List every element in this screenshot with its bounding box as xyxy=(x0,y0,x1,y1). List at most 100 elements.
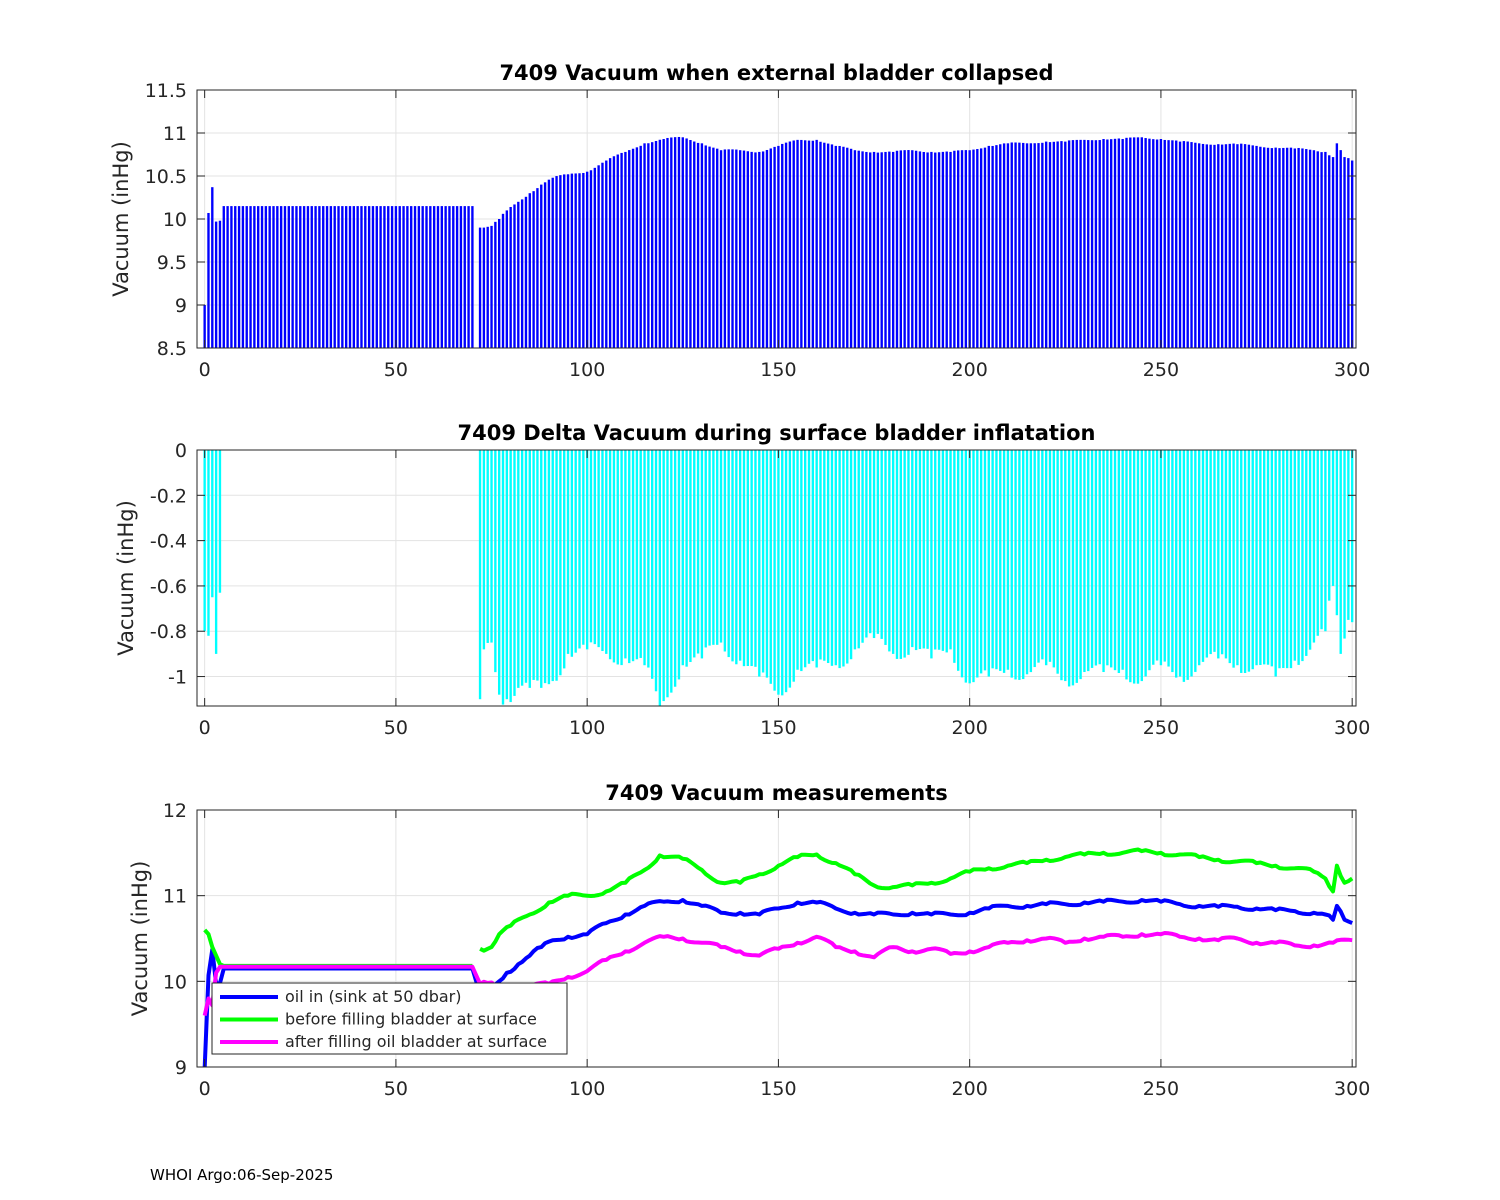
bar xyxy=(337,206,340,348)
bar xyxy=(352,206,356,348)
bar xyxy=(329,206,333,348)
bar xyxy=(593,167,596,348)
bar xyxy=(888,151,891,348)
bar xyxy=(593,450,596,645)
bar xyxy=(207,450,210,636)
bar xyxy=(387,206,390,348)
bar xyxy=(1209,450,1212,655)
axes-box xyxy=(196,809,1357,1068)
bar xyxy=(1178,141,1182,348)
bar xyxy=(972,450,975,683)
legend-entry: oil in (sink at 50 dbar) xyxy=(285,987,462,1006)
bar xyxy=(1335,450,1339,616)
bar xyxy=(1140,450,1143,682)
bar xyxy=(1339,150,1342,348)
bar xyxy=(1305,149,1308,348)
bar xyxy=(555,176,558,348)
bar xyxy=(800,139,803,348)
bar xyxy=(501,450,505,705)
y-tick-label: -0.6 xyxy=(150,576,187,598)
bar xyxy=(1098,450,1101,665)
bar xyxy=(1025,143,1029,348)
bar xyxy=(471,206,474,348)
bar xyxy=(689,140,692,348)
bar xyxy=(344,206,348,348)
bar xyxy=(1278,450,1281,669)
bar xyxy=(1285,450,1289,669)
bar xyxy=(1289,450,1293,669)
bar xyxy=(792,140,795,348)
bar xyxy=(547,450,551,685)
bar xyxy=(214,221,218,348)
bar xyxy=(585,171,589,348)
bar xyxy=(1263,147,1266,348)
bar xyxy=(964,450,968,683)
bar xyxy=(551,450,554,682)
bar xyxy=(448,206,451,348)
bar xyxy=(1190,142,1193,348)
bar xyxy=(853,450,857,650)
bar xyxy=(1194,450,1197,672)
bar xyxy=(1350,450,1354,623)
bar xyxy=(1228,450,1231,664)
bar xyxy=(784,450,788,693)
bar xyxy=(222,206,225,348)
bar xyxy=(983,450,987,671)
bar xyxy=(1083,139,1086,348)
x-tick-label: 300 xyxy=(1334,717,1370,739)
bar xyxy=(1052,141,1056,348)
bar xyxy=(1006,143,1010,348)
x-tick-label: 300 xyxy=(1334,1078,1370,1100)
bar xyxy=(723,450,727,652)
y-axis-label: Vacuum (inHg) xyxy=(114,500,138,656)
bar xyxy=(1251,450,1254,670)
bar xyxy=(341,206,344,348)
bar xyxy=(811,450,815,662)
bar xyxy=(953,150,956,348)
bar xyxy=(781,143,784,348)
bar xyxy=(1247,144,1251,348)
bar xyxy=(677,450,681,680)
bar xyxy=(1197,450,1201,666)
bar xyxy=(742,450,746,667)
bar xyxy=(1347,158,1350,348)
bar xyxy=(949,151,952,348)
bar xyxy=(838,450,841,669)
bar xyxy=(452,206,455,348)
bar xyxy=(1152,450,1155,665)
bar xyxy=(1232,143,1235,348)
bar xyxy=(1121,450,1124,670)
bar xyxy=(494,450,497,673)
bar xyxy=(1075,450,1078,683)
bar xyxy=(601,162,604,348)
bar xyxy=(543,450,547,684)
bar xyxy=(1014,450,1017,680)
bar xyxy=(1293,450,1296,661)
bar xyxy=(214,450,218,654)
bar xyxy=(253,206,256,348)
x-tick-label: 0 xyxy=(199,359,211,381)
bar xyxy=(406,206,409,348)
bar xyxy=(413,206,417,348)
bar xyxy=(1324,151,1327,348)
bar xyxy=(1113,138,1117,348)
bar xyxy=(987,450,990,677)
bar xyxy=(926,450,929,649)
bar xyxy=(1006,450,1010,670)
x-tick-label: 250 xyxy=(1143,717,1179,739)
chart-title: 7409 Vacuum when external bladder collap… xyxy=(499,61,1053,85)
bar xyxy=(1048,142,1052,348)
bar xyxy=(903,150,906,348)
bar xyxy=(1129,450,1132,683)
bar xyxy=(979,148,983,348)
bar xyxy=(467,206,470,348)
bar xyxy=(662,139,665,348)
bar xyxy=(566,174,570,348)
bar xyxy=(563,174,566,348)
bar xyxy=(872,151,876,348)
bar xyxy=(624,450,627,659)
bar xyxy=(716,148,719,348)
bar xyxy=(1205,450,1209,658)
legend-entry: before filling bladder at surface xyxy=(285,1010,537,1029)
bar xyxy=(520,450,524,686)
